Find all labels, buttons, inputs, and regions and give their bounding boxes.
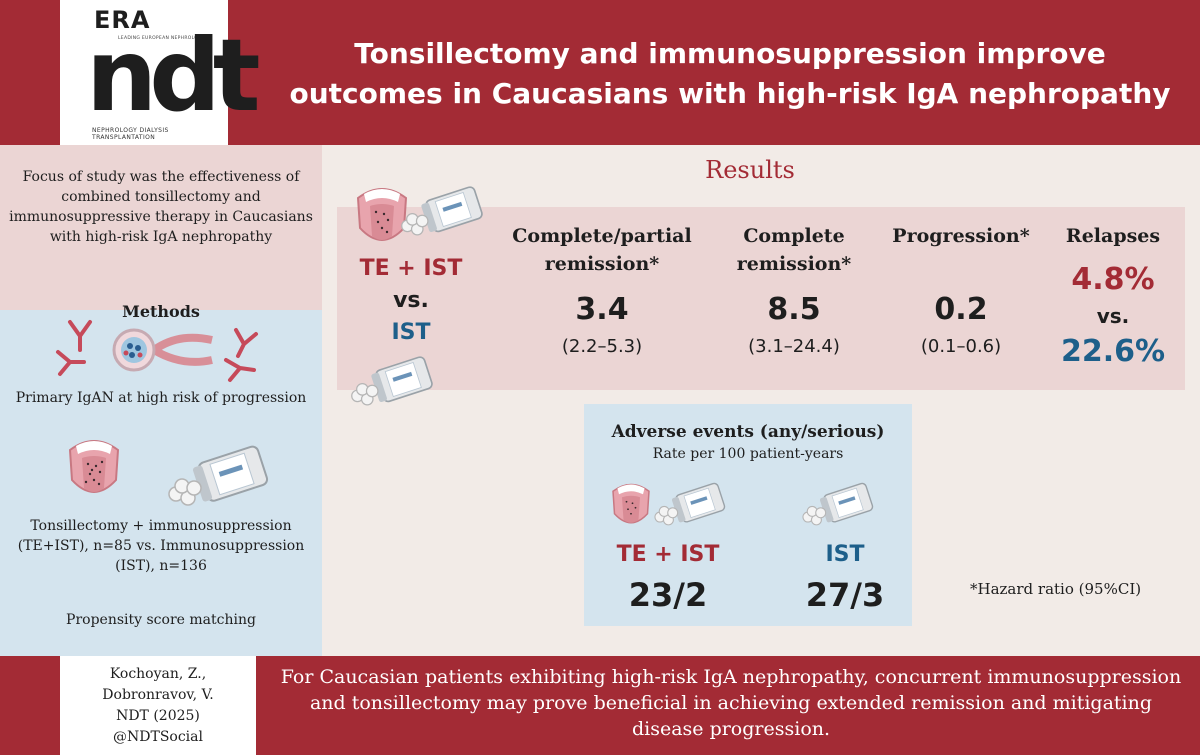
relapse-value-te-ist: 4.8% [1071,262,1155,297]
methods-panel [0,264,322,656]
pill-bottle-icon [168,445,269,506]
adverse-arm-ist: IST [825,542,865,567]
results-vs: vs. [393,288,429,313]
results-arm-ist: IST [391,320,431,345]
pill-bottle-icon [351,356,433,406]
relapse-value-ist: 22.6% [1060,334,1166,369]
glomerulus-icon [112,328,213,372]
result-value-c-remission: 8.5 [767,292,821,327]
pill-bottle-icon [654,482,726,526]
focus-arrow [0,264,322,304]
citation-line: NDT (2025) [116,708,200,724]
result-head-line: Complete [743,225,845,247]
ndt-logo-text: ndt [86,17,261,134]
methods-matching: Propensity score matching [66,612,256,628]
ndt-logo-subtitle: NEPHROLOGY DIALYSIS TRANSPLANTATION [92,127,169,141]
results-panel [337,207,1185,390]
adverse-value-ist: 27/3 [805,576,885,614]
methods-population: Primary IgAN at high risk of progression [15,390,307,406]
result-value-progression: 0.2 [934,292,988,327]
focus-text: Focus of study was the effectiveness of … [9,169,313,245]
citation-line: Kochoyan, Z., [109,666,207,682]
adverse-events-panel: Adverse events (any/serious) Rate per 10… [584,404,912,626]
antibody-icon [56,320,258,382]
page-title: Tonsillectomy and immunosuppression impr… [270,34,1190,114]
citation-box: Kochoyan, Z., Dobronravov, V. NDT (2025)… [60,656,256,755]
adverse-subtitle: Rate per 100 patient-years [652,446,844,462]
adverse-arm-te-ist: TE + IST [616,542,720,567]
ndt-logo: ERA LEADING EUROPEAN NEPHROLOGY ndt NEPH… [60,0,261,145]
methods-comparison: Tonsillectomy + immunosuppression (TE+IS… [17,518,305,574]
throat-icon [612,483,650,524]
relapse-vs: vs. [1096,304,1130,328]
throat-icon [68,440,120,493]
result-head-line: Progression* [892,225,1030,247]
citation-handle[interactable]: @NDTSocial [113,729,203,745]
title-line-1: Tonsillectomy and immunosuppression impr… [354,37,1106,70]
footnote: *Hazard ratio (95%CI) [970,580,1142,598]
focus-panel: Focus of study was the effectiveness of … [0,145,322,310]
result-head-progression: Progression* [878,222,1044,250]
result-head-relapses: Relapses [1065,225,1161,247]
results-title: Results [705,156,795,184]
result-value-cp-remission: 3.4 [575,292,629,327]
era-logo-text: ERA [94,6,151,34]
results-arm-te-ist: TE + IST [359,256,463,281]
result-head-line: remission* [544,253,660,275]
result-ci-progression: (0.1–0.6) [920,336,1002,357]
conclusion-text: For Caucasian patients exhibiting high-r… [280,666,1182,740]
result-head-c-remission: Complete remission* [714,222,874,278]
throat-icon [356,188,408,241]
citation-line: Dobronravov, V. [102,687,214,703]
result-head-cp-remission: Complete/partial remission* [494,222,710,278]
result-ci-cp-remission: (2.2–5.3) [561,336,643,357]
methods-title: Methods [122,302,200,321]
adverse-value-te-ist: 23/2 [628,576,708,614]
header-banner: ERA LEADING EUROPEAN NEPHROLOGY ndt NEPH… [0,0,1200,145]
result-ci-c-remission: (3.1–24.4) [748,336,840,357]
pill-bottle-icon [401,186,483,236]
era-logo-subtitle: LEADING EUROPEAN NEPHROLOGY [118,36,205,41]
adverse-title: Adverse events (any/serious) [611,422,885,442]
title-line-2: outcomes in Caucasians with high-risk Ig… [289,77,1171,110]
result-head-line: Complete/partial [512,225,692,247]
result-head-line: remission* [736,253,852,275]
pill-bottle-icon [802,482,874,526]
